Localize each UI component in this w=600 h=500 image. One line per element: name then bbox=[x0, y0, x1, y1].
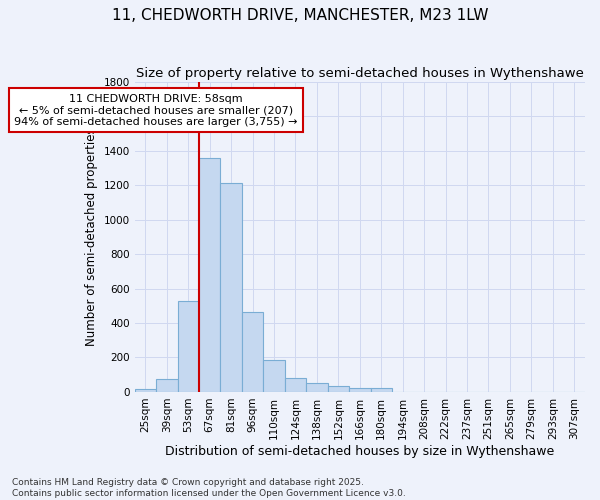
Text: 11, CHEDWORTH DRIVE, MANCHESTER, M23 1LW: 11, CHEDWORTH DRIVE, MANCHESTER, M23 1LW bbox=[112, 8, 488, 22]
Title: Size of property relative to semi-detached houses in Wythenshawe: Size of property relative to semi-detach… bbox=[136, 68, 584, 80]
Bar bbox=[178, 300, 199, 392]
Bar bbox=[134, 388, 156, 392]
Bar bbox=[263, 360, 285, 392]
Text: 11 CHEDWORTH DRIVE: 58sqm
← 5% of semi-detached houses are smaller (207)
94% of : 11 CHEDWORTH DRIVE: 58sqm ← 5% of semi-d… bbox=[14, 94, 298, 127]
Bar bbox=[349, 388, 371, 392]
Bar bbox=[306, 384, 328, 392]
Bar bbox=[285, 378, 306, 392]
Bar bbox=[328, 386, 349, 392]
Bar bbox=[242, 312, 263, 392]
X-axis label: Distribution of semi-detached houses by size in Wythenshawe: Distribution of semi-detached houses by … bbox=[165, 444, 554, 458]
Y-axis label: Number of semi-detached properties: Number of semi-detached properties bbox=[85, 128, 98, 346]
Bar bbox=[156, 379, 178, 392]
Text: Contains HM Land Registry data © Crown copyright and database right 2025.
Contai: Contains HM Land Registry data © Crown c… bbox=[12, 478, 406, 498]
Bar bbox=[199, 158, 220, 392]
Bar bbox=[371, 388, 392, 392]
Bar bbox=[220, 182, 242, 392]
